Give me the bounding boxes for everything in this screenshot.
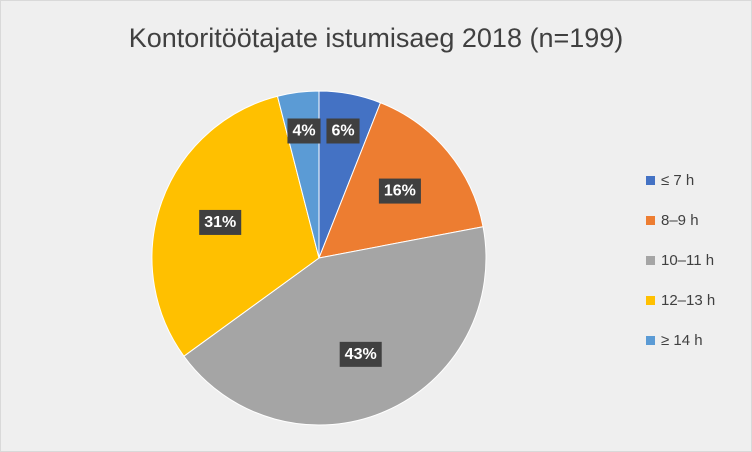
data-label: 4%	[287, 118, 321, 144]
data-label: 6%	[326, 118, 360, 144]
data-label: 16%	[378, 178, 421, 204]
legend-label: ≥ 14 h	[661, 332, 703, 349]
svg-text:6%: 6%	[331, 123, 354, 140]
legend-item: 10–11 h	[646, 251, 715, 270]
data-label: 43%	[339, 341, 382, 367]
legend-label: ≤ 7 h	[661, 172, 695, 189]
svg-text:43%: 43%	[345, 346, 377, 363]
legend-swatch	[646, 176, 655, 185]
legend-label: 10–11 h	[661, 252, 715, 269]
chart-title: Kontoritöötajate istumisaeg 2018 (n=199)	[128, 23, 624, 53]
legend-swatch	[646, 296, 655, 305]
legend-item: 8–9 h	[646, 211, 715, 230]
legend-label: 12–13 h	[661, 292, 716, 309]
legend-swatch	[646, 256, 655, 265]
legend-swatch	[646, 336, 655, 345]
legend-label: 8–9 h	[661, 212, 699, 229]
legend-swatch	[646, 216, 655, 225]
svg-text:4%: 4%	[292, 123, 315, 140]
pie-slice	[183, 226, 487, 426]
legend-item: ≥ 14 h	[646, 331, 715, 350]
legend-item: 12–13 h	[646, 291, 715, 310]
data-label: 31%	[199, 209, 242, 235]
svg-text:31%: 31%	[204, 214, 236, 231]
legend-item: ≤ 7 h	[646, 171, 715, 190]
legend: ≤ 7 h 8–9 h 10–11 h 12–13 h ≥ 14 h	[646, 171, 715, 371]
svg-text:16%: 16%	[384, 183, 416, 200]
